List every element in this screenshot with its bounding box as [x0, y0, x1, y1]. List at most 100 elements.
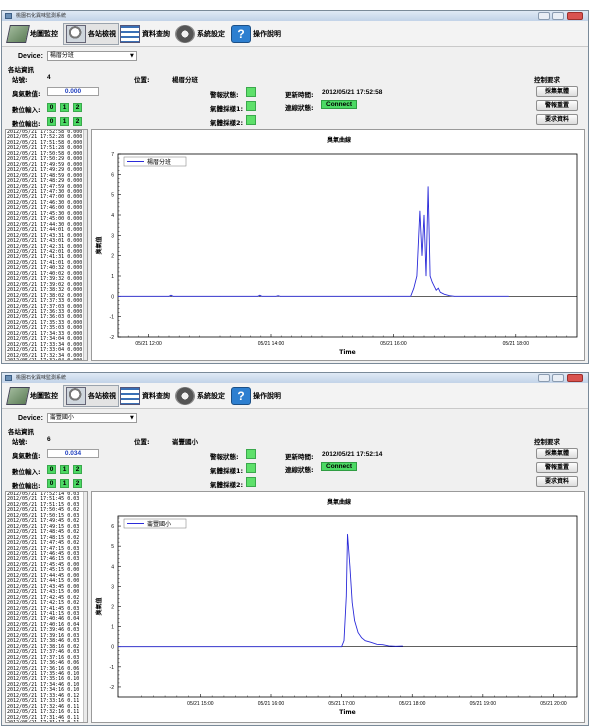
log-row: 2012/05/21 17:36:03 0.000 [7, 314, 83, 321]
data-point [440, 292, 441, 293]
toolbar-data-query-button[interactable]: 資料查詢 [117, 23, 173, 45]
maximize-button[interactable] [552, 374, 564, 382]
title-bar: 桃園石化異味監測系統 [2, 373, 588, 383]
collect-gas-button[interactable]: 採集氣體 [536, 86, 578, 97]
toolbar-system-settings-button[interactable]: 系統設定 [172, 23, 228, 45]
y-tick-label: 6 [111, 524, 114, 530]
log-row: 2012/05/21 17:32:46 0.11 [7, 703, 80, 710]
data-point [341, 646, 342, 647]
log-row: 2012/05/21 17:36:16 0.06 [7, 665, 80, 672]
y-tick-label: -2 [110, 685, 115, 691]
toolbar-system-settings-button[interactable]: 系統設定 [172, 385, 228, 407]
request-data-button[interactable]: 要求資料 [536, 476, 578, 487]
location-value: 楊厝分班 [172, 77, 198, 84]
toolbar-help-button[interactable]: ? 操作說明 [228, 23, 284, 45]
log-scrollbar[interactable] [83, 130, 87, 360]
log-row: 2012/05/21 17:51:45 0.03 [7, 496, 80, 503]
data-point [354, 620, 355, 621]
toolbar-label: 各站檢視 [88, 29, 116, 38]
toolbar-map-monitor-button[interactable]: 地圖監控 [5, 23, 61, 45]
request-data-button[interactable]: 要求資料 [536, 114, 578, 125]
y-axis-label: 臭氣值 [95, 597, 103, 615]
gas-sampler-1-label: 氣體採樣1: [210, 105, 244, 113]
log-row: 2012/05/21 17:45:45 0.00 [7, 561, 80, 568]
y-tick-label: 0 [111, 294, 114, 300]
toolbar-label: 操作說明 [253, 29, 281, 38]
odor-chart: 臭氣曲線 -2 -1 0 1 2 3 4 5 6 7 05/21 12:00 05/21 14:00 05… [91, 129, 585, 361]
log-row: 2012/05/21 17:34:04 0.000 [7, 336, 83, 343]
close-button[interactable] [567, 374, 583, 382]
log-row: 2012/05/21 17:49:59 0.000 [7, 161, 83, 168]
chevron-down-icon: ▼ [130, 53, 134, 59]
y-tick-label: -2 [110, 335, 115, 341]
log-row: 2012/05/21 17:42:15 0.02 [7, 600, 80, 607]
log-row: 2012/05/21 17:49:29 0.000 [7, 167, 83, 174]
collect-gas-button[interactable]: 採集氣體 [536, 448, 578, 459]
y-tick-label: 0 [111, 645, 114, 651]
x-tick-label: 05/21 16:00 [380, 341, 407, 347]
toolbar: 地圖監控 各站檢視 資料查詢 系統設定 ? 操作說明 [2, 383, 588, 409]
gas-sampler-2-label: 氣體採樣2: [210, 119, 244, 127]
log-row: 2012/05/21 17:33:46 0.12 [7, 692, 80, 699]
location-label: 位置: [134, 438, 150, 446]
log-row: 2012/05/21 17:42:31 0.000 [7, 243, 83, 250]
device-select[interactable]: 崙豐國小 ▼ [46, 413, 137, 423]
data-point [259, 295, 261, 296]
log-row: 2012/05/21 17:36:33 0.000 [7, 308, 83, 315]
log-row: 2012/05/21 17:41:15 0.03 [7, 610, 80, 617]
section-title: 各站資訊 [8, 428, 34, 436]
log-row: 2012/05/21 17:50:45 0.02 [7, 507, 80, 514]
close-button[interactable] [567, 12, 583, 20]
station-label: 站號: [12, 76, 28, 84]
log-row: 2012/05/21 17:46:15 0.03 [7, 556, 80, 563]
legend-label: 崙豐國小 [147, 520, 171, 528]
maximize-button[interactable] [552, 12, 564, 20]
data-point [351, 602, 353, 603]
data-point [261, 296, 263, 297]
data-point [416, 275, 418, 277]
reset-alarm-button[interactable]: 警報重置 [536, 100, 578, 111]
digital-input-bit-2: 2 [73, 465, 82, 474]
log-scrollbar[interactable] [83, 492, 87, 722]
data-point [275, 296, 277, 297]
toolbar-help-button[interactable]: ? 操作說明 [228, 385, 284, 407]
reading-log-list[interactable]: 2012/05/21 17:52:58 0.000 2012/05/21 17:5… [5, 129, 88, 361]
minimize-button[interactable] [538, 12, 550, 20]
toolbar-station-view-button[interactable]: 各站檢視 [63, 385, 119, 407]
data-point [117, 646, 119, 647]
data-point [172, 296, 174, 297]
update-time-value: 2012/05/21 17:52:14 [322, 451, 383, 458]
y-tick-label: 3 [111, 584, 114, 590]
log-row: 2012/05/21 17:49:15 0.03 [7, 523, 80, 530]
log-row: 2012/05/21 17:32:34 0.000 [7, 352, 83, 359]
y-tick-label: 2 [111, 605, 114, 611]
device-row: Device: 崙豐國小 ▼ [18, 413, 137, 423]
device-select[interactable]: 楊厝分班 ▼ [46, 51, 137, 61]
log-row: 2012/05/21 17:35:46 0.10 [7, 670, 80, 677]
log-row: 2012/05/21 17:39:16 0.03 [7, 632, 80, 639]
data-point [277, 295, 279, 296]
gear-icon [175, 25, 195, 43]
digital-output-bit-2: 2 [73, 479, 82, 488]
log-row: 2012/05/21 17:51:28 0.000 [7, 145, 83, 152]
reading-log-list[interactable]: 2012/05/21 17:52:14 0.03 2012/05/21 17:51… [5, 491, 88, 723]
connection-status-label: 連線狀態: [285, 104, 314, 112]
data-point [431, 281, 433, 283]
toolbar-data-query-button[interactable]: 資料查詢 [117, 385, 173, 407]
minimize-button[interactable] [538, 374, 550, 382]
log-row: 2012/05/21 17:37:46 0.03 [7, 649, 80, 656]
toolbar-station-view-button[interactable]: 各站檢視 [63, 23, 119, 45]
digital-output-label: 數位輸出: [12, 120, 41, 128]
digital-output-bit-1: 1 [60, 479, 69, 488]
toolbar-map-monitor-button[interactable]: 地圖監控 [5, 385, 61, 407]
log-row: 2012/05/21 17:34:33 0.000 [7, 330, 83, 337]
log-row: 2012/05/21 17:47:15 0.03 [7, 545, 80, 552]
data-point [421, 255, 423, 256]
reset-alarm-button[interactable]: 警報重置 [536, 462, 578, 473]
log-row: 2012/05/21 17:39:46 0.03 [7, 627, 80, 634]
digital-input-bit-2: 2 [73, 103, 82, 112]
toolbar-label: 各站檢視 [88, 391, 116, 400]
y-tick-label: 3 [111, 233, 114, 239]
section-title: 各站資訊 [8, 66, 34, 74]
series-line [118, 186, 509, 297]
